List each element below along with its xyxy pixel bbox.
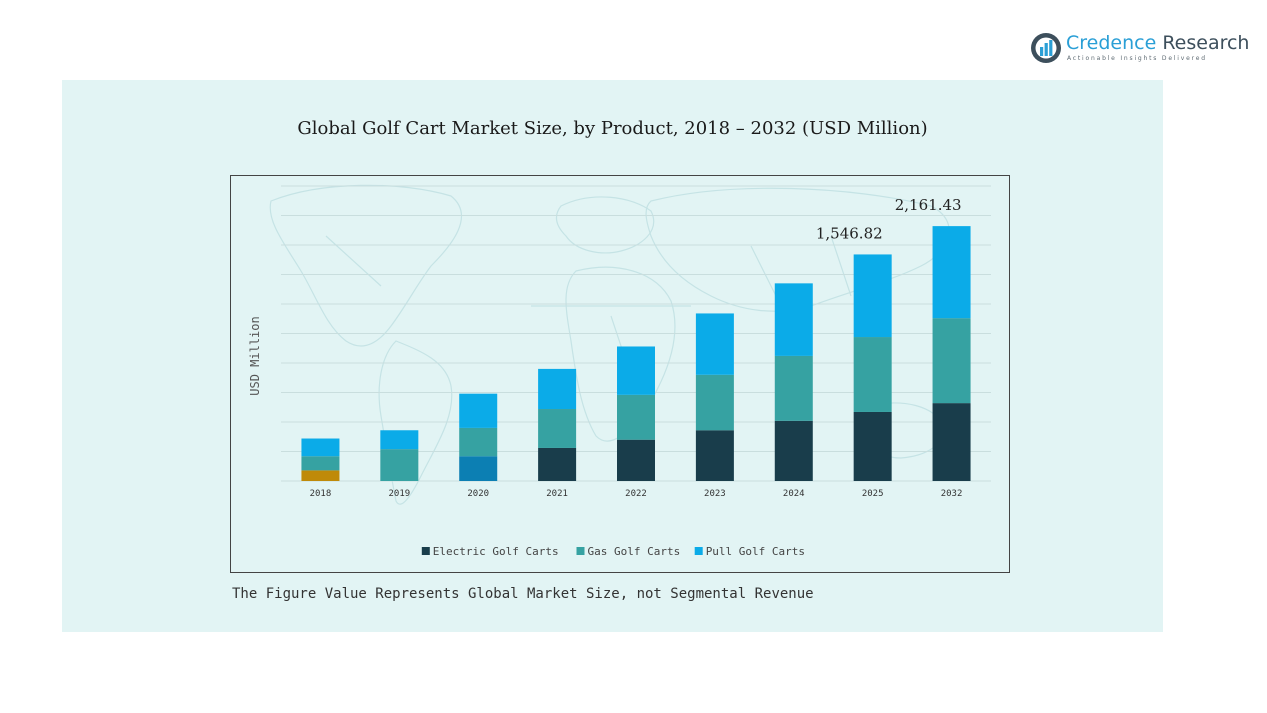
legend-swatch: [421, 547, 430, 555]
x-tick-label: 2018: [310, 489, 332, 499]
bar-segment: [932, 318, 971, 404]
bar-segment: [301, 456, 340, 471]
brand-name: Credence Research: [1066, 32, 1249, 54]
brand-name-part2: Research: [1156, 32, 1250, 54]
bar-segment: [853, 411, 892, 481]
legend-swatch: [576, 547, 585, 555]
bar-segment: [301, 438, 340, 457]
data-label: 2,161.43: [895, 196, 962, 214]
world-map-background: [269, 184, 950, 505]
bar-segment: [695, 430, 734, 481]
chart-svg: 2018 2019 2020 2021 2022 2023 2024 2025 2032 1,5…: [248, 184, 991, 558]
bar-segment: [617, 439, 655, 481]
bar-segment: [538, 409, 577, 448]
legend-label: Electric Golf Carts: [433, 545, 559, 558]
bar-segment: [301, 470, 340, 481]
chart-x-ticks: 2018 2019 2020 2021 2022 2023 2024 2025 2032: [310, 489, 963, 499]
bar-segment: [774, 420, 813, 481]
bar-segment: [459, 456, 498, 481]
bar-segment: [774, 283, 813, 356]
chart-title: Global Golf Cart Market Size, by Product…: [297, 118, 928, 139]
x-tick-label: 2025: [862, 489, 884, 499]
legend-label: Gas Golf Carts: [588, 545, 681, 558]
x-tick-label: 2032: [941, 489, 963, 499]
bar-segment: [459, 427, 498, 457]
x-tick-label: 2022: [625, 489, 647, 499]
chart-legend: Electric Golf Carts Gas Golf Carts Pull Go…: [421, 545, 805, 558]
bar-segment: [932, 226, 971, 319]
y-axis-label: USD Million: [248, 316, 262, 395]
chart-annotations: 1,546.82 2,161.43: [816, 196, 962, 242]
bar-segment: [853, 337, 892, 412]
x-tick-label: 2021: [546, 489, 568, 499]
chart-frame: 2018 2019 2020 2021 2022 2023 2024 2025 2032 1,5…: [230, 175, 1010, 573]
logo-mark-icon: [1031, 33, 1061, 63]
footnote: The Figure Value Represents Global Marke…: [232, 586, 814, 602]
legend-label: Pull Golf Carts: [706, 545, 805, 558]
bar-segment: [380, 449, 419, 481]
bar-segment: [695, 374, 734, 431]
bar-segment: [617, 346, 655, 395]
bar-segment: [932, 403, 971, 481]
brand-logo: Credence Research Actionable Insights De…: [1030, 30, 1249, 66]
bar-segment: [380, 430, 419, 450]
legend-swatch: [694, 547, 703, 555]
bar-segment: [774, 355, 813, 421]
x-tick-label: 2019: [388, 489, 410, 499]
x-tick-label: 2023: [704, 489, 726, 499]
chart-bars: [301, 226, 971, 481]
bar-segment: [538, 447, 577, 481]
bar-segment: [695, 313, 734, 375]
bar-segment: [459, 393, 498, 428]
data-label: 1,546.82: [816, 224, 883, 242]
bar-segment: [617, 394, 655, 440]
bar-segment: [853, 254, 892, 338]
brand-tagline: Actionable Insights Delivered: [1067, 55, 1207, 62]
bar-segment: [538, 368, 577, 410]
chart-panel: Global Golf Cart Market Size, by Product…: [62, 80, 1163, 632]
brand-name-part1: Credence: [1066, 32, 1157, 54]
x-tick-label: 2020: [467, 489, 489, 499]
x-tick-label: 2024: [783, 489, 805, 499]
